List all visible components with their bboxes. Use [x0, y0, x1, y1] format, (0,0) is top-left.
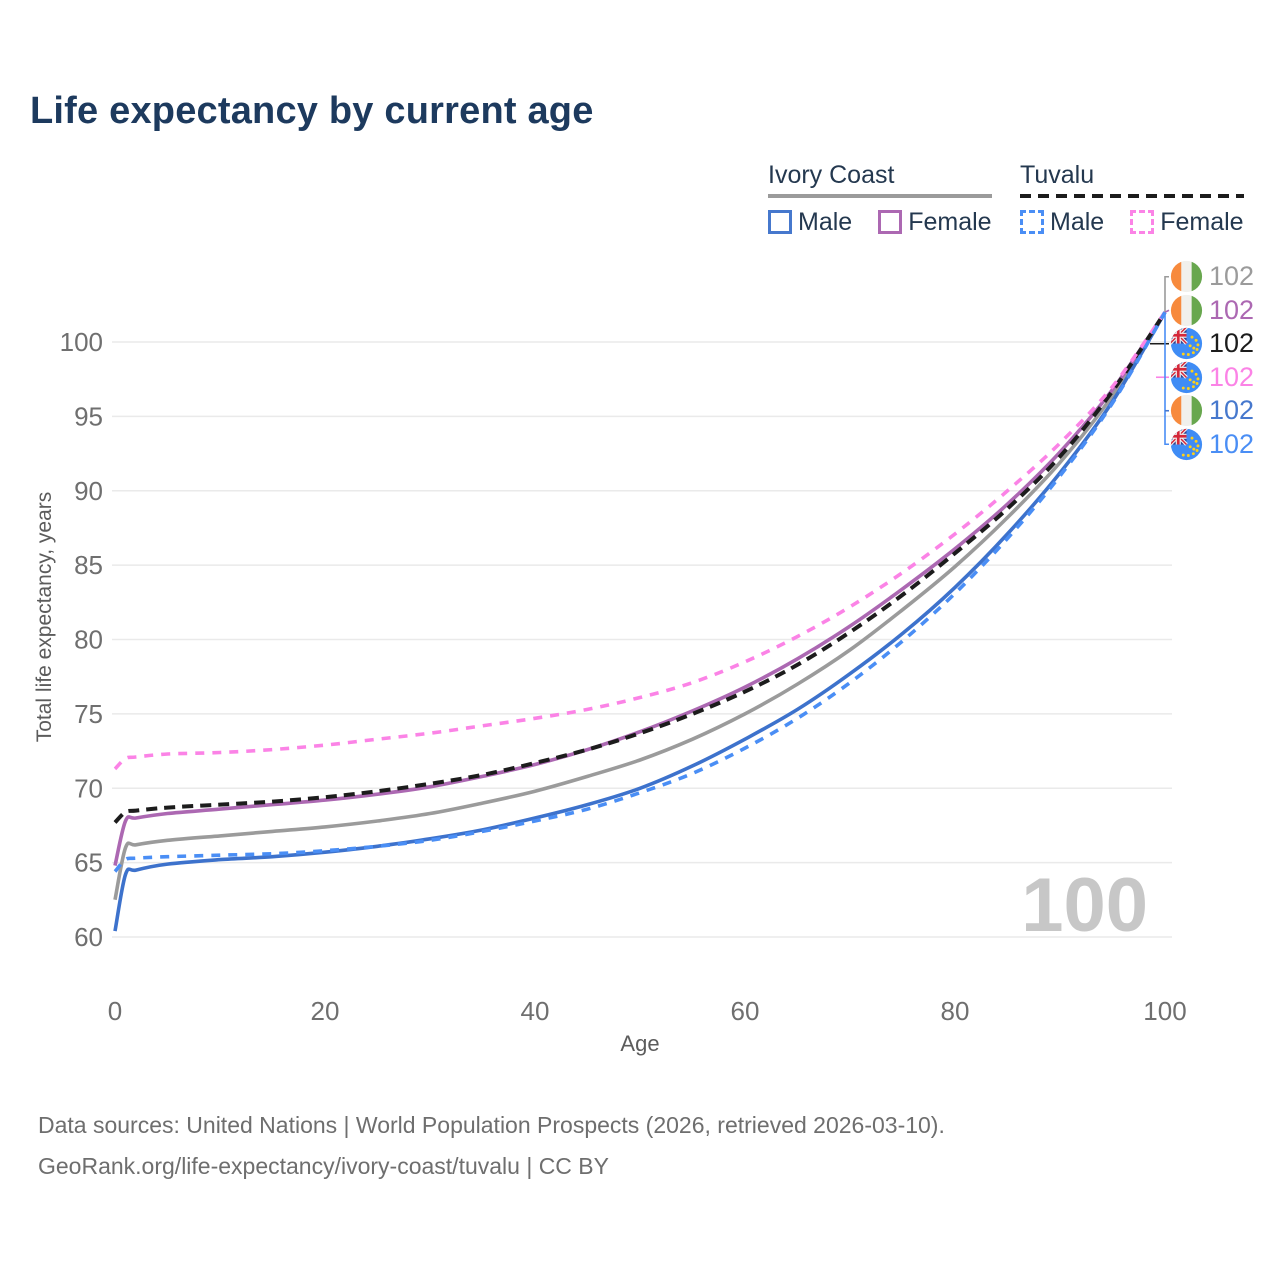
- x-tick-label-40: 40: [521, 996, 550, 1026]
- footer: Data sources: United Nations | World Pop…: [38, 1105, 945, 1187]
- end-value-label: 102: [1209, 261, 1255, 292]
- legend-label-male: Male: [798, 207, 853, 236]
- legend-group-tuvalu: Tuvalu Male Female: [1020, 161, 1244, 237]
- end-value-label: 102: [1209, 328, 1255, 359]
- y-tick-label-75: 75: [74, 699, 103, 729]
- x-tick-label-0: 0: [108, 996, 122, 1026]
- x-tick-label-20: 20: [311, 996, 340, 1026]
- legend-swatch-ivorycoast-male: [768, 210, 792, 234]
- attribution-line: GeoRank.org/life-expectancy/ivory-coast/…: [38, 1153, 609, 1179]
- line-ivory-coast-male: [113, 311, 1167, 932]
- end-label-row-ivory-coast: 102: [1170, 294, 1254, 328]
- end-value-labels: 102 102: [1170, 260, 1254, 461]
- end-value-label: 102: [1209, 428, 1255, 459]
- legend-item-tuvalu-male[interactable]: Male: [1020, 208, 1104, 237]
- line-ivory-coast-female: [113, 311, 1167, 867]
- legend-underline-solid: [768, 193, 992, 198]
- line-tuvalu-female: [113, 311, 1167, 771]
- y-axis-title: Total life expectancy, years: [33, 491, 56, 743]
- x-axis-title: Age: [620, 1031, 660, 1056]
- end-value-label: 102: [1209, 361, 1255, 392]
- leader-line-4: [1164, 312, 1169, 446]
- end-label-row-tuvalu: 102: [1170, 361, 1254, 395]
- y-tick-label-100: 100: [60, 327, 103, 357]
- legend-item-tuvalu-female[interactable]: Female: [1130, 207, 1244, 237]
- legend-item-ivorycoast-male[interactable]: Male: [768, 208, 852, 237]
- legend-underline-dashed: [1020, 193, 1244, 198]
- end-label-row-tuvalu: 102: [1170, 428, 1254, 462]
- line-tuvalu-male: [113, 311, 1167, 873]
- tuvalu-flag-icon: [1170, 328, 1203, 360]
- legend-swatch-tuvalu-male: [1020, 210, 1044, 234]
- legend-swatch-tuvalu-female: [1130, 210, 1155, 234]
- line-ivory-coast-both-sexes: [113, 311, 1167, 901]
- tuvalu-flag-icon: [1170, 428, 1203, 460]
- y-tick-label-60: 60: [74, 922, 103, 952]
- y-tick-label-80: 80: [74, 625, 103, 655]
- end-label-row-ivory-coast: 102: [1170, 394, 1254, 428]
- legend-label-female: Female: [1160, 207, 1244, 236]
- line-tuvalu-both-sexes: [113, 311, 1167, 824]
- y-tick-label-95: 95: [74, 401, 103, 431]
- x-tick-label-80: 80: [941, 996, 970, 1026]
- ivory-coast-flag-icon: [1170, 294, 1203, 326]
- legend-swatch-ivorycoast-female: [878, 210, 903, 234]
- legend-group-ivory-coast: Ivory Coast Male Female: [768, 161, 992, 237]
- page-title: Life expectancy by current age: [30, 90, 594, 132]
- tuvalu-flag-icon: [1170, 361, 1203, 393]
- y-tick-label-85: 85: [74, 550, 103, 580]
- legend-label-male: Male: [1050, 207, 1105, 236]
- end-label-row-ivory-coast: 102: [1170, 260, 1254, 294]
- y-tick-label-70: 70: [74, 773, 103, 803]
- end-value-label: 102: [1209, 294, 1255, 325]
- end-label-row-tuvalu: 102: [1170, 327, 1254, 361]
- x-tick-label-100: 100: [1143, 996, 1186, 1026]
- ivory-coast-flag-icon: [1170, 261, 1203, 293]
- leader-line-1: [1164, 309, 1170, 313]
- leader-line-0: [1164, 275, 1169, 313]
- x-tick-label-60: 60: [731, 996, 760, 1026]
- data-source-line: Data sources: United Nations | World Pop…: [38, 1112, 945, 1138]
- y-tick-label-90: 90: [74, 476, 103, 506]
- legend-item-ivorycoast-female[interactable]: Female: [878, 207, 992, 237]
- legend-country-ivory-coast: Ivory Coast: [768, 161, 895, 189]
- ivory-coast-flag-icon: [1170, 395, 1203, 427]
- legend-label-female: Female: [908, 207, 992, 236]
- age-counter-watermark: 100: [1021, 863, 1148, 948]
- legend-country-tuvalu: Tuvalu: [1020, 161, 1095, 189]
- y-tick-label-65: 65: [74, 848, 103, 878]
- end-value-label: 102: [1209, 395, 1255, 426]
